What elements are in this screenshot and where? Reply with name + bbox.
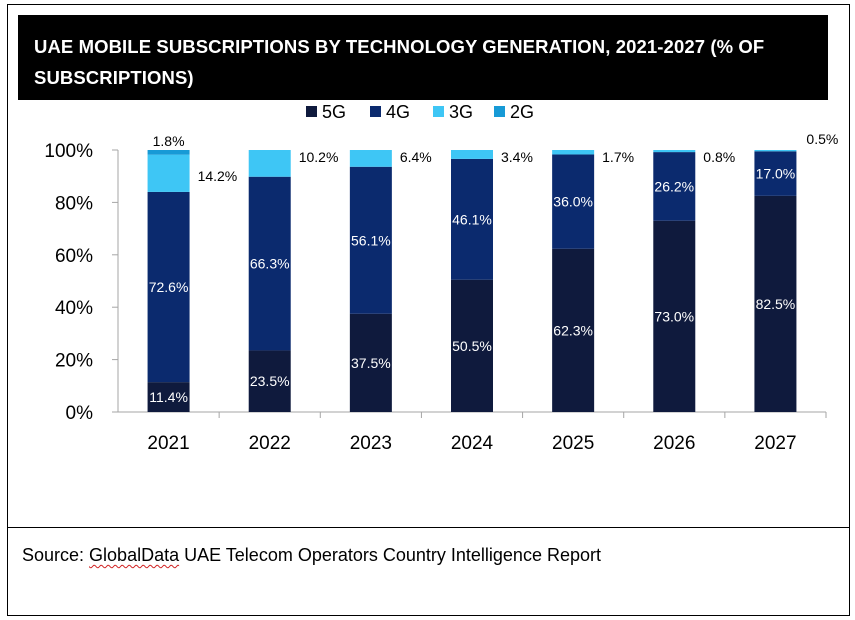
bar-segment-3g (349, 150, 392, 167)
data-label-2g: 1.8% (153, 133, 185, 149)
bar-segment-5g (552, 248, 595, 412)
bar-segment-2g (147, 150, 190, 155)
data-label-5g: 37.5% (351, 355, 391, 371)
legend-swatch-5g (306, 106, 317, 117)
legend-label-5g: 5G (322, 102, 346, 122)
legend-label-4g: 4G (386, 102, 410, 122)
legend-swatch-3g (433, 106, 444, 117)
data-label-5g: 82.5% (756, 296, 796, 312)
title-banner: UAE MOBILE SUBSCRIPTIONS BY TECHNOLOGY G… (18, 15, 828, 100)
chart-title: UAE MOBILE SUBSCRIPTIONS BY TECHNOLOGY G… (34, 36, 765, 88)
data-label-3g: 3.4% (501, 149, 533, 165)
bar-segment-4g (552, 154, 595, 249)
data-label-4g: 66.3% (250, 256, 290, 272)
data-label-4g: 17.0% (756, 166, 796, 182)
bar-segment-4g (349, 166, 392, 314)
bar-segment-3g (248, 150, 291, 177)
y-tick-label: 40% (55, 298, 93, 319)
x-tick-label: 2026 (653, 433, 695, 454)
x-tick-label: 2022 (249, 433, 291, 454)
legend-label-3g: 3G (449, 102, 473, 122)
y-tick-label: 60% (55, 246, 93, 267)
data-label-5g: 50.5% (452, 338, 492, 354)
x-tick-label: 2027 (754, 433, 796, 454)
legend-swatch-4g (370, 106, 381, 117)
bar-segment-5g (754, 195, 797, 412)
chart-frame (7, 4, 850, 616)
bar-segment-5g (248, 350, 291, 412)
x-tick-label: 2021 (147, 433, 189, 454)
data-label-3g: 14.2% (198, 168, 238, 184)
bar-segment-4g (653, 152, 696, 221)
data-label-3g: 0.8% (703, 149, 735, 165)
x-tick-label: 2024 (451, 433, 494, 454)
bar-segment-3g (552, 150, 595, 155)
bar-segment-3g (451, 150, 493, 159)
data-label-4g: 72.6% (149, 279, 189, 295)
legend-label-2g: 2G (510, 102, 534, 122)
data-label-5g: 62.3% (553, 322, 593, 338)
bar-segment-4g (451, 158, 493, 280)
data-label-5g: 23.5% (250, 373, 290, 389)
source-prefix: Source: (22, 545, 90, 565)
data-label-5g: 73.0% (654, 308, 694, 324)
data-label-4g: 46.1% (452, 211, 492, 227)
stacked-bar-chart: 0% 20% 40% 60% 80% 100% 2021 11.4% 72.6% 14.2% 1.8… (44, 102, 838, 454)
legend-swatch-2g (494, 106, 505, 117)
bar-segment-4g (147, 191, 190, 383)
x-tick-label: 2025 (552, 433, 594, 454)
y-tick-label: 0% (66, 403, 94, 424)
footer-divider (7, 527, 850, 528)
data-label-4g: 26.2% (654, 178, 694, 194)
bar-segment-5g (451, 279, 493, 412)
bar-segment-3g (653, 150, 696, 153)
bar-segment-3g (147, 154, 190, 192)
bar-segment-5g (147, 382, 190, 412)
data-label-3g: 1.7% (602, 149, 634, 165)
x-tick-label: 2023 (350, 433, 392, 454)
data-label-4g: 56.1% (351, 232, 391, 248)
data-label-3g: 0.5% (806, 131, 838, 147)
source-note: Source: GlobalData UAE Telecom Operators… (22, 545, 601, 566)
bar-segment-4g (754, 151, 797, 196)
y-tick-label: 100% (44, 141, 93, 162)
data-label-3g: 6.4% (400, 149, 432, 165)
bar-segment-5g (349, 313, 392, 412)
data-label-4g: 36.0% (553, 194, 593, 210)
source-brand: GlobalData (89, 545, 180, 565)
bar-segment-3g (754, 150, 797, 152)
source-rest: UAE Telecom Operators Country Intelligen… (179, 545, 601, 565)
bar-segment-5g (653, 220, 696, 412)
data-label-3g: 10.2% (299, 149, 339, 165)
data-label-5g: 11.4% (149, 389, 188, 405)
bar-segment-4g (248, 176, 291, 351)
y-tick-label: 80% (55, 193, 93, 214)
y-tick-label: 20% (55, 351, 93, 372)
